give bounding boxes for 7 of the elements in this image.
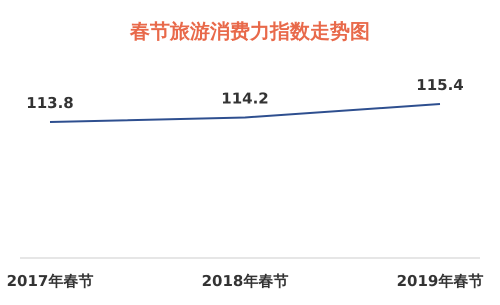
data-label: 113.8	[26, 94, 74, 112]
chart-title: 春节旅游消费力指数走势图	[129, 19, 370, 43]
data-label: 115.4	[416, 76, 464, 94]
data-label: 114.2	[221, 90, 269, 108]
x-tick-label: 2019年春节	[396, 272, 484, 290]
x-tick-label: 2018年春节	[202, 272, 288, 290]
x-tick-label: 2017年春节	[6, 272, 94, 290]
